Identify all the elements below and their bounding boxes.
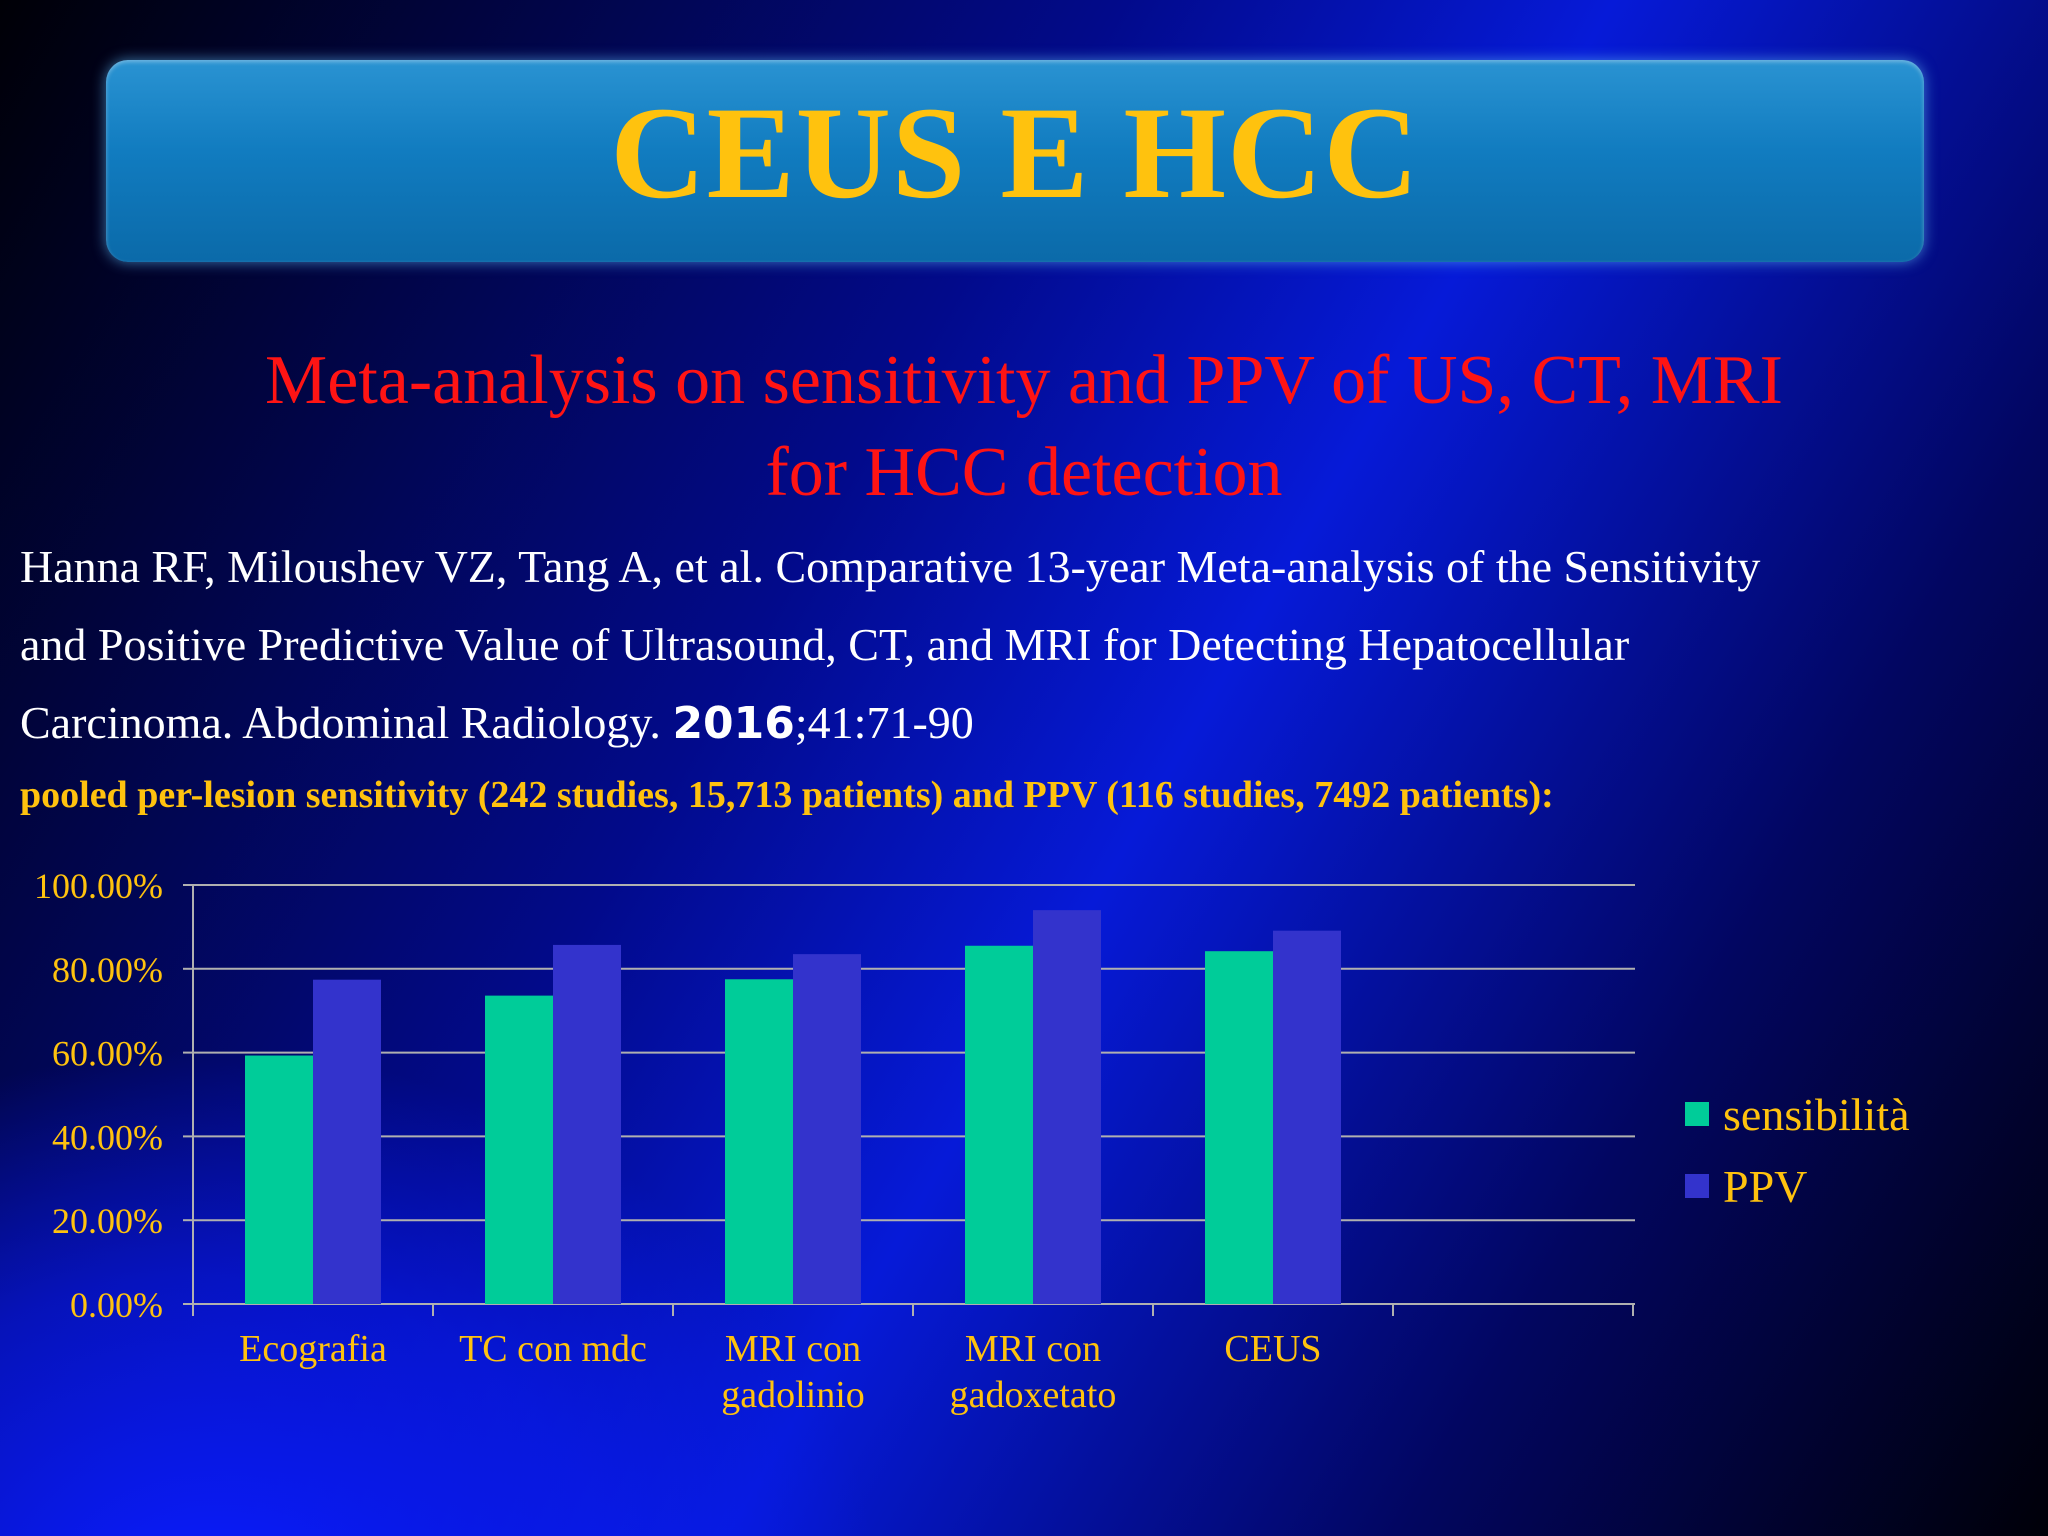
x-tick-label: MRI con (725, 1328, 861, 1370)
y-tick-label: 80.00% (52, 950, 163, 990)
citation-line-3: Carcinoma. Abdominal Radiology. 2016;41:… (20, 684, 2020, 763)
citation: Hanna RF, Miloushev VZ, Tang A, et al. C… (20, 528, 2020, 763)
bar-ppv (1273, 930, 1341, 1304)
x-tick-label: TC con mdc (459, 1328, 647, 1370)
subtitle-line-1: Meta-analysis on sensitivity and PPV of … (265, 342, 1783, 419)
y-tick-label: 20.00% (52, 1201, 163, 1241)
bar-ppv (793, 954, 861, 1304)
legend-swatch-ppv (1685, 1174, 1709, 1198)
bar-ppv (313, 979, 381, 1304)
legend-item-sensibilita: sensibilità (1685, 1078, 1910, 1150)
chart-legend: sensibilità PPV (1685, 1078, 1910, 1222)
legend-swatch-sensibilita (1685, 1102, 1709, 1126)
x-tick-label: gadolinio (721, 1374, 865, 1416)
legend-item-ppv: PPV (1685, 1150, 1910, 1222)
y-tick-label: 0.00% (70, 1285, 163, 1325)
legend-label-sensibilita: sensibilità (1723, 1088, 1910, 1140)
y-tick-label: 40.00% (52, 1117, 163, 1157)
x-tick-label: gadoxetato (950, 1374, 1117, 1416)
pooled-note: pooled per-lesion sensitivity (242 studi… (20, 774, 1554, 816)
bar-sensibilita (965, 945, 1033, 1304)
bar-ppv (1033, 910, 1101, 1304)
bar-sensibilita (485, 995, 553, 1304)
bar-sensibilita (245, 1055, 313, 1304)
y-tick-label: 100.00% (34, 866, 163, 906)
citation-journal: Carcinoma. Abdominal Radiology. (20, 697, 673, 748)
x-tick-label: CEUS (1224, 1328, 1321, 1370)
slide-title: CEUS E HCC (610, 79, 1420, 226)
bar-sensibilita (1205, 951, 1273, 1304)
title-banner: CEUS E HCC (106, 60, 1924, 262)
slide-subtitle: Meta-analysis on sensitivity and PPV of … (0, 335, 2048, 519)
citation-volume: ;41:71-90 (794, 697, 974, 748)
citation-line-1: Hanna RF, Miloushev VZ, Tang A, et al. C… (20, 541, 1761, 592)
y-tick-label: 60.00% (52, 1034, 163, 1074)
citation-year: 2016 (672, 698, 795, 749)
bar-sensibilita (725, 979, 793, 1304)
legend-label-ppv: PPV (1723, 1160, 1808, 1212)
subtitle-line-2: for HCC detection (765, 434, 1283, 511)
x-tick-label: MRI con (965, 1328, 1101, 1370)
bar-ppv (553, 944, 621, 1304)
citation-line-2: and Positive Predictive Value of Ultraso… (20, 619, 1630, 670)
x-tick-label: Ecografia (239, 1328, 387, 1370)
